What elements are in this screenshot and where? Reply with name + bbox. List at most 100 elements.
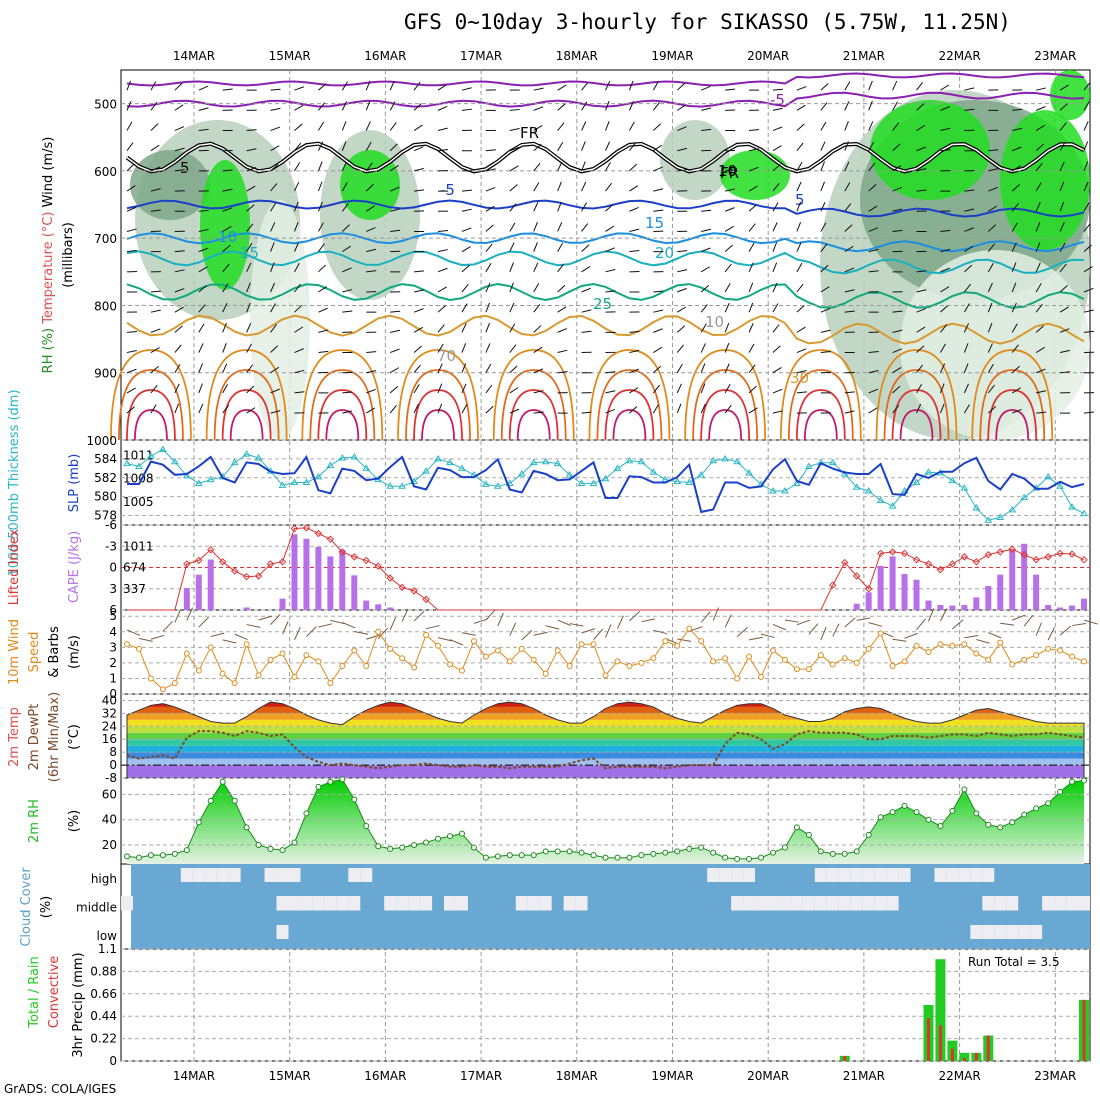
rh-line-point (734, 855, 741, 862)
surface-isotherm-arch (899, 409, 934, 441)
thickness-line-point (852, 483, 861, 490)
wind-barb (892, 186, 903, 192)
wind-barb (317, 222, 324, 232)
precip-ylabel2: 3hr Precip (mm) (71, 952, 86, 1057)
cloud-clear-block (982, 925, 995, 939)
date-label-top: 17MAR (460, 49, 502, 63)
wind-barb (581, 141, 586, 151)
wind-barb (341, 101, 348, 111)
wind-barb (1083, 309, 1094, 313)
wind-barb (605, 182, 613, 192)
wind-barb (605, 100, 610, 111)
thickness-line-point (876, 496, 885, 503)
cape-tick: 1011 (123, 539, 154, 553)
wind-barb (700, 304, 708, 313)
wind-barb (557, 84, 567, 91)
thickness-line-point (230, 458, 239, 466)
wind-barb (844, 410, 855, 414)
wind-barb (150, 309, 161, 313)
wind-barb (1011, 242, 1017, 252)
wind-barb (581, 181, 587, 192)
wind-speed-line-point (913, 642, 920, 649)
li-point (984, 551, 993, 559)
wind-barb (760, 633, 775, 639)
wind-barb (976, 639, 990, 644)
cape-bar (889, 556, 896, 610)
wind-barb (437, 383, 443, 394)
li-tick: 3 (109, 582, 117, 596)
wind-barb (796, 181, 802, 192)
cloud-clear-block (850, 868, 863, 882)
wind-speed-line-point (877, 630, 884, 637)
cloud-clear-block (455, 896, 468, 911)
thickness-line-point (1008, 505, 1017, 513)
rh-line-point (243, 824, 250, 831)
cape-tick: 674 (123, 561, 146, 575)
li-point (302, 524, 311, 532)
wind-barb (318, 286, 328, 293)
wind-speed-line-point (291, 673, 298, 680)
wind-barb (1083, 141, 1089, 151)
wind-barb (413, 403, 419, 414)
cloud-clear-block (288, 896, 301, 911)
wind-barb (1059, 349, 1070, 354)
rh-line-point (506, 852, 513, 859)
wind-barb (1083, 244, 1092, 253)
cloud-clear-block (731, 868, 744, 882)
wind-barb (748, 166, 759, 172)
wind-barb (509, 242, 515, 252)
cape-ylabel: CAPE (J/kg) (67, 531, 82, 603)
thickness-line-point (984, 516, 993, 523)
wind-speed-line-point (829, 661, 836, 668)
wind-barb (437, 127, 448, 132)
li-point (266, 560, 275, 568)
surface-isotherm-arch (779, 349, 862, 441)
wind-barb (366, 248, 377, 253)
wind-barb (1035, 283, 1042, 293)
cloud-clear-block (766, 896, 779, 911)
wind-barb (820, 121, 827, 131)
wind-speed-line-point (925, 649, 932, 655)
wind-barb (509, 387, 519, 394)
wind-barb (701, 128, 712, 132)
wind-speed-line-point (722, 655, 729, 662)
wind-barb (294, 123, 303, 131)
thickness-line-point (123, 459, 131, 467)
thickness-line-point (673, 477, 682, 485)
cloud-clear-block (515, 896, 528, 911)
wind-barb (916, 326, 926, 333)
wind-barb (892, 122, 900, 131)
wind-barb (222, 363, 228, 373)
surface-isotherm-arch (317, 389, 368, 441)
wind-barb (126, 368, 137, 374)
wind-barb (987, 302, 993, 313)
cloud-clear-block (814, 896, 827, 911)
wind-barb (413, 81, 421, 91)
wind-barb (1083, 287, 1094, 293)
wind-barb (605, 408, 616, 414)
wind-barb (916, 345, 925, 353)
wind-speed-line-point (1021, 656, 1028, 663)
wind-barb (294, 201, 299, 212)
wind-speed-line-point (901, 658, 908, 665)
surface-isotherm-arch (421, 409, 455, 441)
wind-barb (1071, 623, 1086, 627)
cape-bar (351, 575, 358, 610)
thickness-line-point (996, 513, 1005, 520)
wind-barb (318, 307, 328, 313)
wind-barb (198, 403, 204, 414)
wind-barb (653, 629, 668, 635)
wind-barb (581, 628, 596, 634)
wind-barb (748, 385, 757, 394)
wind-barb (366, 634, 380, 640)
wind-barb (988, 149, 999, 152)
wind-barb (581, 309, 592, 313)
wind-barb (1059, 306, 1069, 313)
wind-barb (772, 242, 778, 252)
wind-barb (557, 619, 571, 626)
isotherm-line (126, 91, 1085, 108)
thickness-line-point (505, 479, 514, 486)
thickness-line-point (278, 481, 287, 488)
rh-line-point (973, 810, 980, 817)
wind-barb (389, 186, 400, 192)
